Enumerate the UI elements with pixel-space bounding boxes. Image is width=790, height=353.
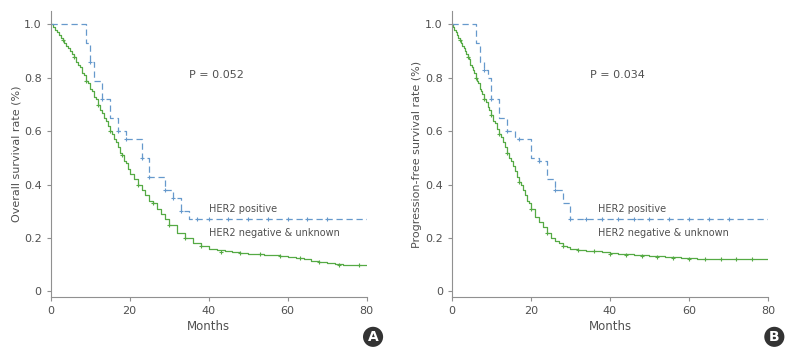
Text: P = 0.052: P = 0.052	[189, 70, 244, 80]
Text: HER2 negative & unknown: HER2 negative & unknown	[598, 228, 729, 238]
Text: A: A	[367, 330, 378, 344]
Y-axis label: Progression-free survival rate (%): Progression-free survival rate (%)	[412, 60, 423, 247]
Y-axis label: Overall survival rate (%): Overall survival rate (%)	[11, 86, 21, 222]
Text: P = 0.034: P = 0.034	[590, 70, 645, 80]
Text: B: B	[769, 330, 780, 344]
Text: HER2 positive: HER2 positive	[209, 204, 276, 214]
X-axis label: Months: Months	[589, 320, 631, 333]
Text: HER2 positive: HER2 positive	[598, 204, 666, 214]
X-axis label: Months: Months	[187, 320, 230, 333]
Text: HER2 negative & unknown: HER2 negative & unknown	[209, 228, 340, 238]
